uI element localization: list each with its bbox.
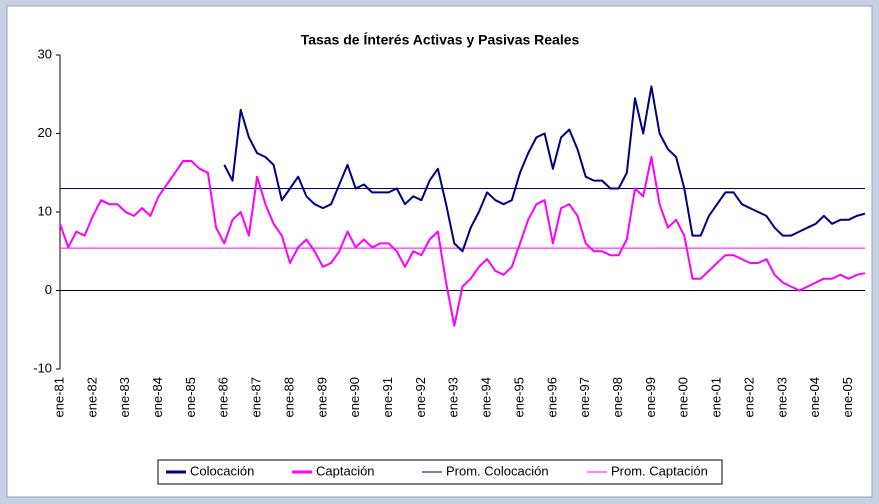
legend-label: Prom. Captación [611,463,708,478]
series-line [59,156,866,327]
x-tick-label: ene-99 [643,377,658,417]
x-tick-label: ene-95 [511,377,526,417]
legend-label: Captación [316,463,375,478]
chart-area [6,5,873,498]
y-tick-label: 20 [38,125,52,140]
series-line [223,85,866,253]
x-tick-label: ene-92 [413,377,428,417]
x-tick-label: ene-88 [281,377,296,417]
x-tick-label: ene-93 [446,377,461,417]
legend-label: Colocación [190,463,254,478]
x-tick-label: ene-86 [216,377,231,417]
x-tick-label: ene-02 [741,377,756,417]
y-tick-label: -10 [33,360,52,375]
x-tick-label: ene-05 [840,377,855,417]
x-tick-label: ene-98 [610,377,625,417]
x-tick-label: ene-00 [676,377,691,417]
x-tick-label: ene-89 [314,377,329,417]
x-tick-label: ene-03 [774,377,789,417]
y-tick-label: 0 [45,282,52,297]
x-tick-label: ene-81 [51,377,66,417]
chart-title: Tasas de Ínterés Activas y Pasivas Reale… [301,32,580,48]
y-tick-label: 30 [38,46,52,61]
x-tick-label: ene-96 [544,377,559,417]
x-tick-label: ene-83 [117,377,132,417]
x-tick-label: ene-90 [347,377,362,417]
x-tick-label: ene-94 [479,377,494,417]
x-tick-label: ene-84 [150,377,165,417]
x-tick-label: ene-04 [807,377,822,417]
x-tick-label: ene-87 [249,377,264,417]
y-tick-label: 10 [38,203,52,218]
x-tick-label: ene-97 [577,377,592,417]
x-tick-label: ene-85 [183,377,198,417]
x-tick-label: ene-01 [709,377,724,417]
legend-label: Prom. Colocación [446,463,549,478]
x-tick-label: ene-82 [84,377,99,417]
x-tick-label: ene-91 [380,377,395,417]
